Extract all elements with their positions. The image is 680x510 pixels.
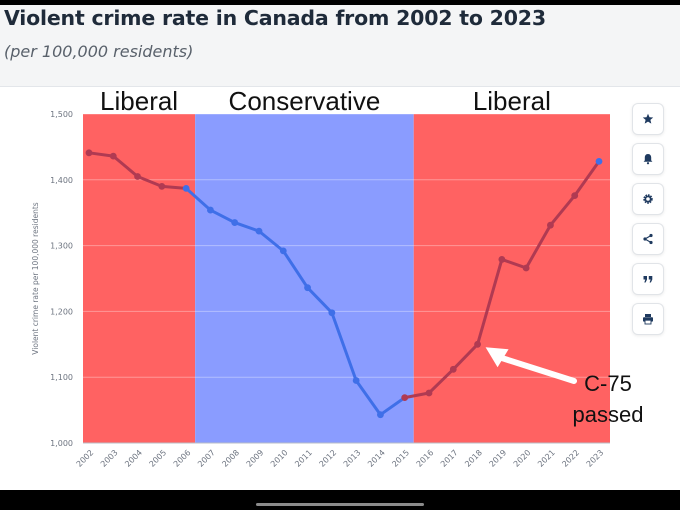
data-point-2005[interactable]	[158, 182, 166, 190]
x-tick-label: 2003	[99, 448, 120, 469]
period-label: Liberal	[473, 86, 551, 116]
x-tick-label: 2018	[463, 448, 484, 469]
print-icon	[643, 314, 653, 325]
data-point-2002[interactable]	[85, 149, 93, 157]
x-tick-label: 2013	[342, 448, 363, 469]
star-icon	[642, 113, 654, 124]
y-axis-label: Violent crime rate per 100,000 residents	[31, 202, 40, 354]
series-line-1	[185, 187, 406, 417]
x-tick-label: 2016	[415, 448, 436, 469]
x-tick-label: 2017	[439, 448, 460, 469]
x-tick-label: 2023	[585, 448, 606, 469]
x-tick-label: 2011	[293, 448, 314, 469]
x-tick-label: 2005	[148, 448, 169, 469]
x-tick-label: 2022	[560, 448, 581, 469]
y-tick-label: 1,100	[50, 373, 73, 382]
share-icon	[643, 233, 653, 245]
print-button[interactable]	[632, 303, 664, 335]
bottom-bar	[0, 490, 680, 510]
settings-button[interactable]	[632, 183, 664, 215]
cite-button[interactable]	[632, 263, 664, 295]
quote-icon	[643, 276, 653, 283]
period-band-liberal-0	[83, 114, 196, 443]
data-point-2020[interactable]	[522, 264, 530, 272]
data-point-2013[interactable]	[352, 377, 360, 384]
data-point-2008[interactable]	[231, 219, 239, 226]
y-tick-label: 1,400	[50, 176, 73, 185]
page-subtitle: (per 100,000 residents)	[4, 42, 194, 61]
x-tick-label: 2012	[318, 448, 339, 469]
data-point-2019[interactable]	[498, 256, 506, 263]
x-tick-label: 2002	[75, 448, 96, 469]
y-tick-label: 1,200	[50, 307, 73, 316]
data-point-2012[interactable]	[328, 309, 336, 317]
annotation-text-line2: passed	[573, 402, 644, 427]
data-point-2016[interactable]	[425, 389, 433, 397]
period-label: Conservative	[229, 86, 381, 116]
data-point-2017[interactable]	[449, 365, 457, 373]
x-tick-label: 2015	[390, 448, 411, 469]
y-tick-label: 1,000	[50, 439, 73, 448]
period-label: Liberal	[100, 86, 178, 116]
data-point-2003[interactable]	[109, 152, 117, 160]
data-point-2022[interactable]	[571, 192, 579, 199]
x-tick-label: 2004	[123, 448, 144, 469]
gear-icon	[643, 194, 653, 204]
notification-button[interactable]	[632, 143, 664, 175]
x-tick-label: 2019	[488, 448, 509, 469]
bell-icon	[643, 154, 653, 165]
x-tick-label: 2020	[512, 448, 533, 469]
annotation-arrow-head	[485, 347, 509, 368]
top-bar	[0, 0, 680, 5]
data-point-2018[interactable]	[474, 340, 481, 348]
data-point-2004[interactable]	[134, 173, 141, 180]
annotation-text-line1: C-75	[584, 371, 632, 396]
data-point-2006[interactable]	[182, 184, 190, 192]
page-title: Violent crime rate in Canada from 2002 t…	[4, 6, 546, 30]
data-point-2014[interactable]	[377, 411, 384, 419]
x-tick-label: 2014	[366, 448, 387, 469]
x-tick-label: 2007	[196, 448, 217, 469]
x-tick-label: 2008	[220, 448, 241, 469]
period-band-conservative-1	[195, 114, 414, 443]
favorite-button[interactable]	[632, 103, 664, 135]
annotation-arrow-shaft	[496, 354, 577, 384]
data-point-2010[interactable]	[279, 247, 287, 255]
share-button[interactable]	[632, 223, 664, 255]
home-indicator[interactable]	[256, 503, 424, 506]
data-point-2021[interactable]	[547, 221, 554, 229]
data-point-2009[interactable]	[255, 227, 263, 235]
y-tick-label: 1,500	[50, 110, 73, 119]
data-point-2015[interactable]	[401, 394, 409, 401]
x-tick-label: 2010	[269, 448, 290, 469]
x-tick-label: 2009	[245, 448, 266, 469]
data-point-2011[interactable]	[304, 284, 311, 292]
data-point-2007[interactable]	[207, 206, 214, 214]
data-point-2023[interactable]	[595, 157, 603, 165]
x-tick-label: 2006	[172, 448, 193, 469]
x-tick-label: 2021	[536, 448, 557, 469]
y-tick-label: 1,300	[50, 242, 73, 251]
period-band-liberal-2	[413, 114, 610, 443]
